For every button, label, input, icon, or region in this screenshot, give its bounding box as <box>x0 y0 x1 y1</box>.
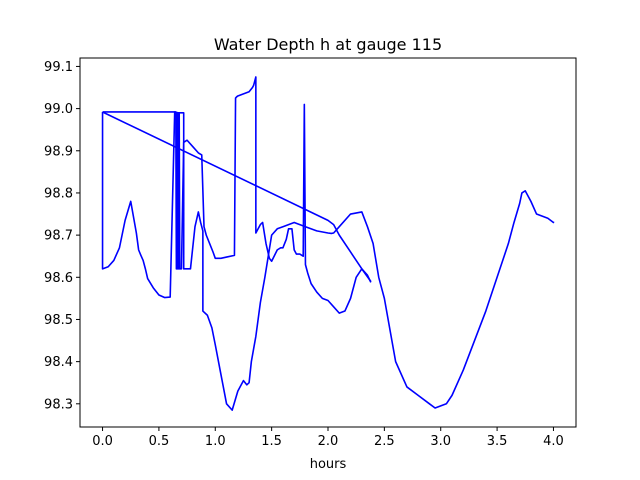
x-tick-label: 0.0 <box>92 434 113 449</box>
x-tick-label: 3.5 <box>487 434 508 449</box>
x-tick-label: 2.0 <box>318 434 339 449</box>
y-tick-label: 99.0 <box>44 102 73 117</box>
series-line-1 <box>101 111 555 411</box>
x-axis: 0.0 0.5 1.0 1.5 2.0 2.5 3.0 3.5 4.0 <box>92 427 564 449</box>
series-line-2 <box>102 76 372 314</box>
y-tick-label: 98.8 <box>44 186 73 201</box>
chart-title: Water Depth h at gauge 115 <box>214 35 442 54</box>
y-tick-label: 98.3 <box>44 397 73 412</box>
y-tick-label: 98.4 <box>44 355 73 370</box>
x-tick-label: 1.5 <box>261 434 282 449</box>
x-tick-label: 0.5 <box>149 434 170 449</box>
y-axis: 98.3 98.4 98.5 98.6 98.7 98.8 98.9 99.0 99.1 <box>44 60 80 412</box>
y-tick-label: 98.6 <box>44 271 73 286</box>
y-tick-label: 98.7 <box>44 229 73 244</box>
x-tick-label: 4.0 <box>543 434 564 449</box>
y-tick-label: 98.5 <box>44 313 73 328</box>
x-axis-label: hours <box>310 457 347 472</box>
y-tick-label: 98.9 <box>44 144 73 159</box>
series-layer <box>101 76 555 411</box>
y-tick-label: 99.1 <box>44 60 73 75</box>
series-line-3 <box>102 111 372 282</box>
x-tick-label: 1.0 <box>205 434 226 449</box>
x-tick-label: 3.0 <box>430 434 451 449</box>
x-tick-label: 2.5 <box>374 434 395 449</box>
